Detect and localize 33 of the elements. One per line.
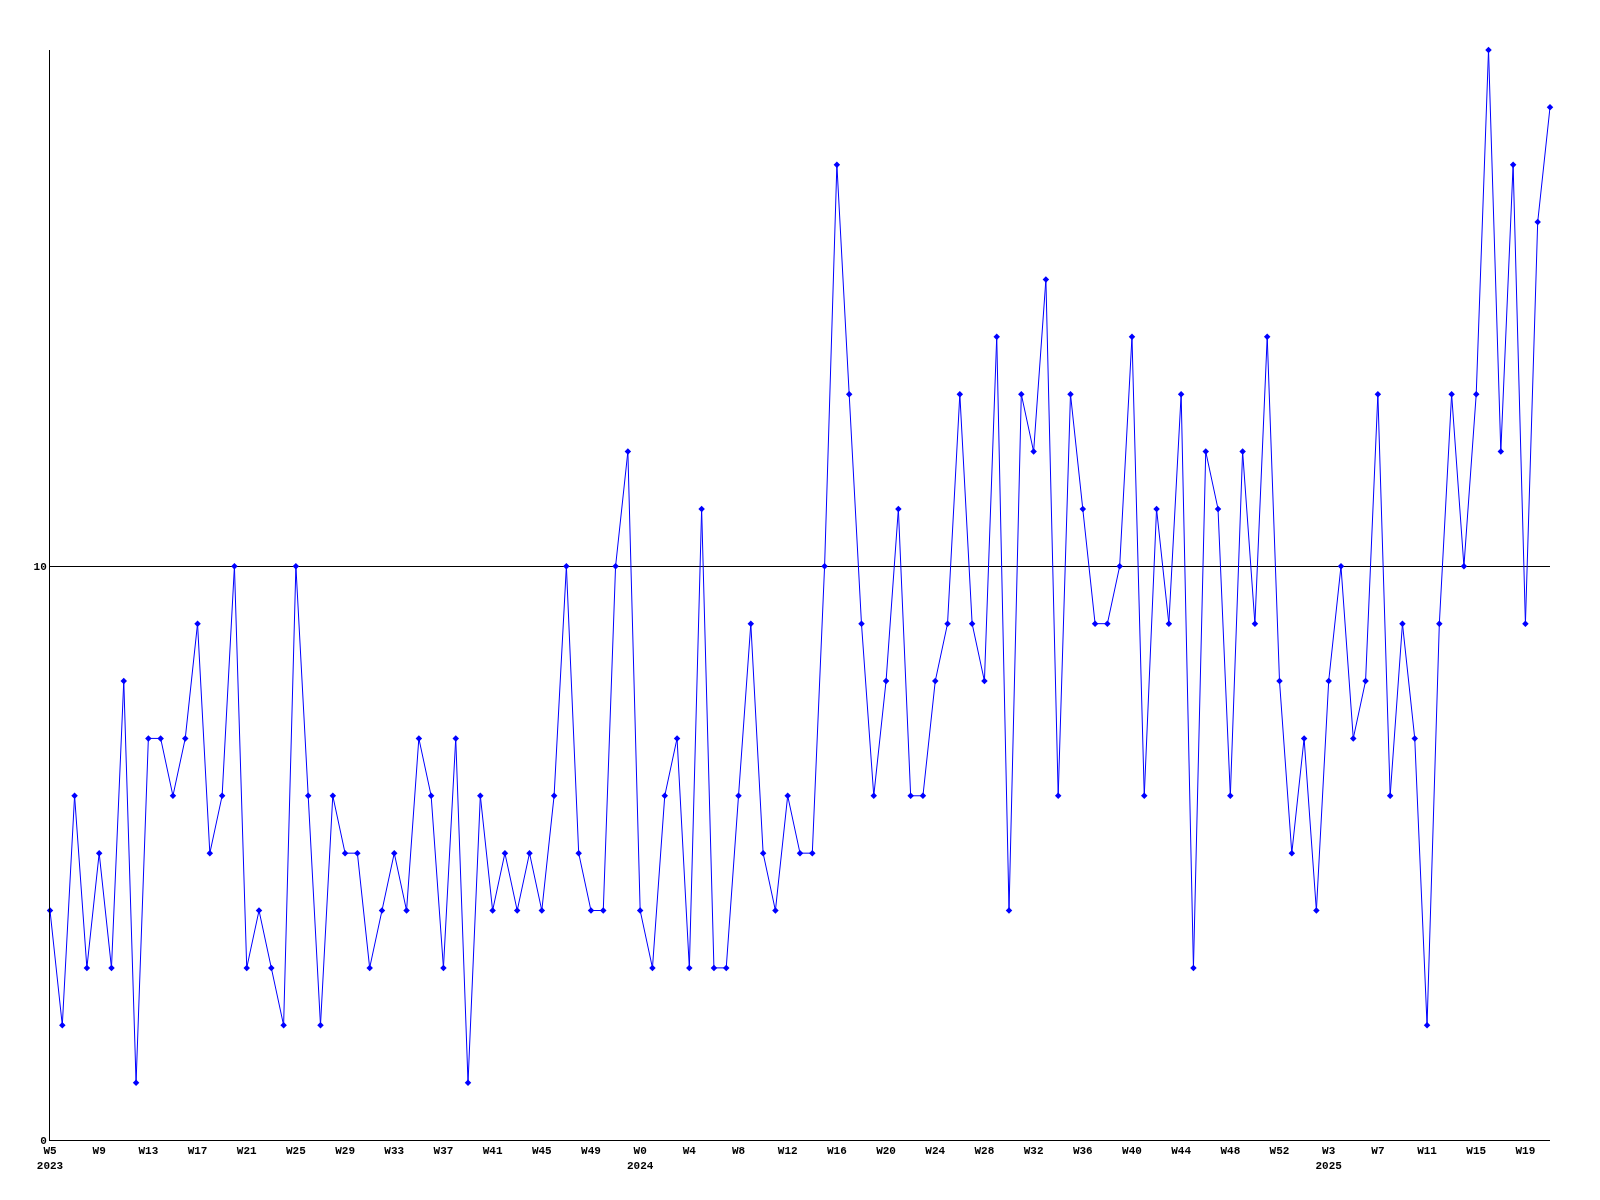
x-tick-label: W0 2024: [626, 1145, 654, 1172]
x-tick-label: W24: [925, 1145, 946, 1158]
x-tick-label: W37: [433, 1145, 454, 1158]
x-tick-label: W9: [92, 1145, 106, 1158]
x-tick-label: W25: [285, 1145, 307, 1158]
x-tick-label: W45: [531, 1145, 553, 1158]
x-tick-label: W7: [1371, 1145, 1385, 1158]
x-tick-label: W36: [1072, 1145, 1093, 1158]
x-tick-label: W29: [335, 1145, 355, 1158]
x-tick-label: W3 2025: [1315, 1145, 1343, 1172]
x-tick-label: W40: [1122, 1145, 1142, 1158]
x-tick-label: W11: [1417, 1145, 1438, 1158]
y-tick-label: 0: [40, 1134, 47, 1147]
x-tick-label: W17: [187, 1145, 208, 1158]
y-tick-label: 10: [33, 561, 47, 574]
x-tick-label: W4: [682, 1145, 697, 1158]
x-tick-label: W21: [236, 1145, 258, 1158]
x-tick-label: W28: [974, 1145, 995, 1158]
x-tick-label: W12: [777, 1145, 798, 1158]
x-tick-label: W33: [384, 1145, 405, 1158]
x-tick-label: W13: [138, 1145, 159, 1158]
x-tick-label: W48: [1220, 1145, 1241, 1158]
x-tick-label: W19: [1515, 1145, 1536, 1158]
x-tick-label: W5 2023: [36, 1145, 64, 1172]
x-tick-label: W32: [1023, 1145, 1044, 1158]
x-tick-label: W16: [826, 1145, 847, 1158]
x-tick-label: W49: [581, 1145, 601, 1158]
x-tick-label: W20: [876, 1145, 896, 1158]
x-tick-label: W44: [1171, 1145, 1192, 1158]
x-tick-label: W52: [1269, 1145, 1290, 1158]
x-tick-label: W8: [731, 1145, 746, 1158]
x-tick-label: W41: [482, 1145, 503, 1158]
x-tick-label: W15: [1466, 1145, 1487, 1158]
